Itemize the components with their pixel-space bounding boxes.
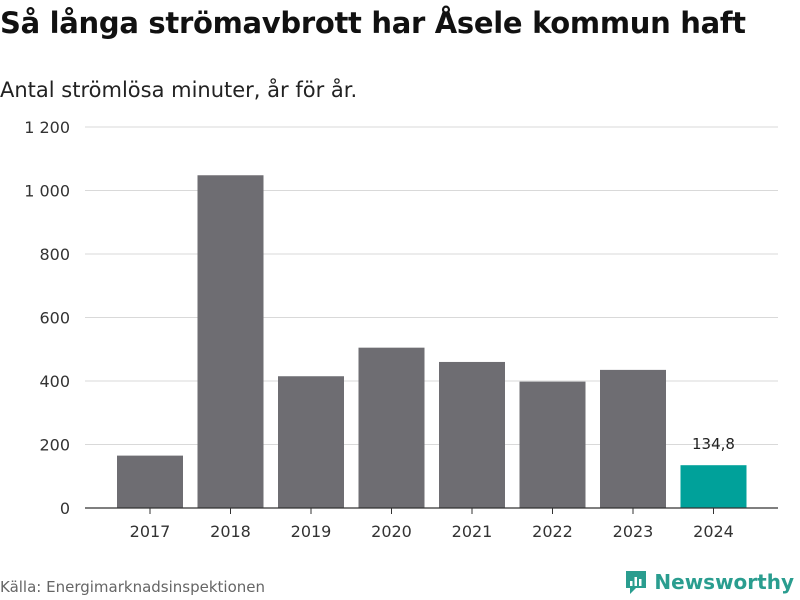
- chart-title: Så långa strömavbrott har Åsele kommun h…: [0, 6, 746, 40]
- source-note: Källa: Energimarknadsinspektionen: [0, 578, 266, 596]
- bar: [358, 347, 425, 508]
- y-tick-label: 800: [39, 245, 70, 264]
- bar: [117, 455, 183, 508]
- x-tick-label: 2017: [130, 522, 171, 541]
- x-tick-label: 2022: [532, 522, 573, 541]
- data-label: 134,8: [692, 435, 735, 453]
- bar: [519, 381, 586, 508]
- y-tick-label: 400: [39, 372, 70, 391]
- x-tick-label: 2023: [613, 522, 654, 541]
- y-tick-label: 1 200: [24, 118, 70, 137]
- brand-logo: Newsworthy: [624, 569, 794, 595]
- y-tick-label: 600: [39, 309, 70, 328]
- bar: [197, 175, 264, 508]
- bar: [600, 369, 666, 508]
- x-tick-label: 2019: [291, 522, 332, 541]
- bar: [278, 376, 344, 508]
- newsworthy-logo-icon: [626, 571, 647, 594]
- x-tick-label: 2024: [693, 522, 734, 541]
- y-tick-label: 200: [39, 436, 70, 455]
- y-tick-label: 1 000: [24, 182, 70, 201]
- bar: [680, 465, 747, 508]
- x-tick-label: 2018: [210, 522, 251, 541]
- x-tick-label: 2021: [452, 522, 493, 541]
- x-tick-label: 2020: [371, 522, 412, 541]
- brand-name: Newsworthy: [654, 570, 794, 594]
- bar: [439, 361, 505, 508]
- chart-subtitle: Antal strömlösa minuter, år för år.: [0, 78, 358, 102]
- y-tick-label: 0: [60, 499, 70, 518]
